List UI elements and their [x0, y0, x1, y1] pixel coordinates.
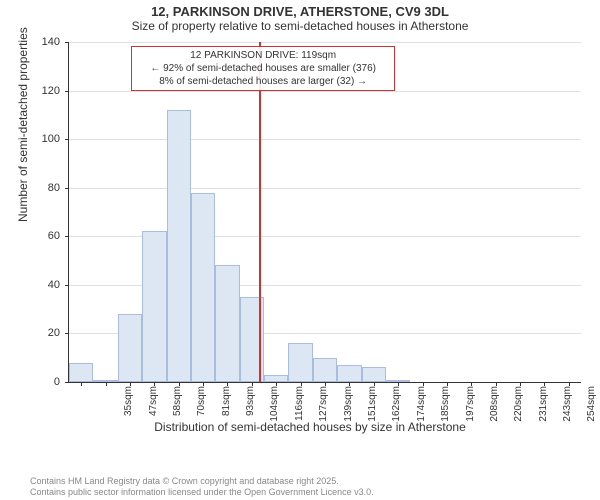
y-tick-label: 40 [30, 279, 60, 291]
y-tick-mark [65, 188, 69, 189]
callout-line2: ← 92% of semi-detached houses are smalle… [137, 62, 389, 75]
histogram-bar [118, 314, 142, 382]
gridline [69, 42, 581, 43]
histogram-bar [191, 193, 215, 382]
histogram-bar [215, 265, 239, 382]
chart-container: 12, PARKINSON DRIVE, ATHERSTONE, CV9 3DL… [0, 0, 600, 500]
x-axis-label: Distribution of semi-detached houses by … [30, 420, 590, 434]
histogram-bar [313, 358, 337, 382]
y-tick-label: 0 [30, 376, 60, 388]
y-tick-mark [65, 333, 69, 334]
y-tick-label: 120 [30, 85, 60, 97]
y-tick-label: 60 [30, 230, 60, 242]
chart-title: 12, PARKINSON DRIVE, ATHERSTONE, CV9 3DL [0, 0, 600, 19]
y-tick-mark [65, 382, 69, 383]
x-tick-mark [81, 382, 82, 386]
callout-line3: 8% of semi-detached houses are larger (3… [137, 75, 389, 88]
y-tick-mark [65, 91, 69, 92]
histogram-bar [288, 343, 312, 382]
callout-line1: 12 PARKINSON DRIVE: 119sqm [137, 49, 389, 62]
y-axis-label: Number of semi-detached properties [16, 27, 30, 222]
histogram-bar [142, 231, 166, 382]
marker-line [259, 42, 261, 382]
histogram-bar [167, 110, 191, 382]
y-tick-label: 140 [30, 36, 60, 48]
y-tick-mark [65, 139, 69, 140]
histogram-bar [337, 365, 361, 382]
histogram-bar [264, 375, 288, 382]
x-tick-mark [106, 382, 107, 386]
y-tick-mark [65, 236, 69, 237]
histogram-bar [362, 367, 386, 382]
gridline [69, 139, 581, 140]
gridline [69, 188, 581, 189]
y-tick-label: 80 [30, 182, 60, 194]
chart-area: Number of semi-detached properties 02040… [30, 42, 590, 452]
plot-area: 12 PARKINSON DRIVE: 119sqm ← 92% of semi… [68, 42, 581, 383]
callout-box: 12 PARKINSON DRIVE: 119sqm ← 92% of semi… [131, 46, 395, 91]
attribution: Contains HM Land Registry data © Crown c… [30, 476, 374, 498]
chart-subtitle: Size of property relative to semi-detach… [0, 19, 600, 35]
attribution-line2: Contains public sector information licen… [30, 487, 374, 498]
y-tick-label: 100 [30, 133, 60, 145]
y-tick-label: 20 [30, 327, 60, 339]
y-tick-mark [65, 285, 69, 286]
attribution-line1: Contains HM Land Registry data © Crown c… [30, 476, 374, 487]
y-tick-mark [65, 42, 69, 43]
histogram-bar [69, 363, 93, 382]
